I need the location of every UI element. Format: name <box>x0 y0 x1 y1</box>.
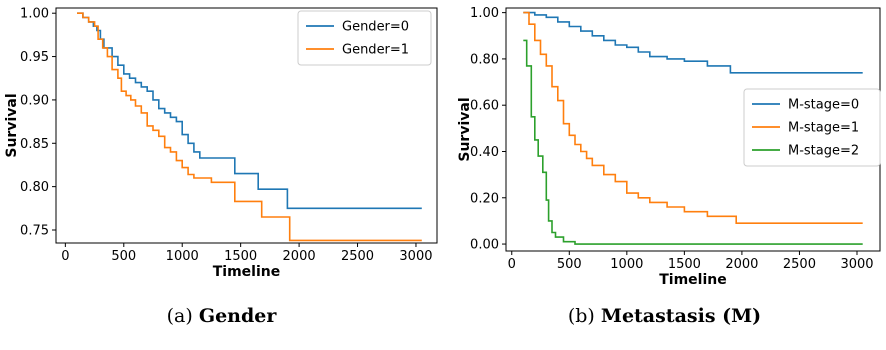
y-tick-label: 0.75 <box>20 223 49 238</box>
series-line-m-stage-0 <box>523 11 863 74</box>
chart-gender: 0 500 1000 1500 2000 2500 3000 0.75 0.80 0.85 0.90… <box>4 7 438 280</box>
series-line-m-stage-1 <box>523 11 863 224</box>
x-tick-label: 1500 <box>224 249 257 264</box>
x-tick-label: 1500 <box>668 257 701 272</box>
y-tick-label: 0.20 <box>470 191 499 206</box>
x-axis-label: Timeline <box>659 272 727 288</box>
x-tick-label: 2000 <box>283 249 316 264</box>
y-tick-label: 0.95 <box>20 50 49 65</box>
x-tick-label: 500 <box>557 257 582 272</box>
y-tick-label: 1.00 <box>470 6 499 21</box>
legend-label: Gender=1 <box>342 43 409 58</box>
y-axis-label: Survival <box>4 93 20 157</box>
legend-box <box>743 88 881 167</box>
x-tick-label: 1000 <box>610 257 643 272</box>
legend-label: Gender=0 <box>342 20 409 35</box>
y-axis-label: Survival <box>457 97 473 161</box>
y-tick-label: 0.00 <box>470 238 499 253</box>
y-tick-label: 0.90 <box>20 93 49 108</box>
legend-label: M-stage=1 <box>788 121 859 136</box>
x-tick-label: 500 <box>111 249 136 264</box>
x-tick-label: 3000 <box>399 249 432 264</box>
x-tick-label: 2000 <box>725 257 758 272</box>
chart-panel-metastasis: 0 500 1000 1500 2000 2500 3000 0.00 0.20 0.40 0.60… <box>443 0 886 350</box>
x-tick-label: 2500 <box>341 249 374 264</box>
x-tick-label: 1000 <box>166 249 199 264</box>
x-tick-label: 3000 <box>840 257 873 272</box>
x-tick-label: 0 <box>508 257 516 272</box>
y-tick-label: 0.80 <box>20 180 49 195</box>
series-line-m-stage-2 <box>523 39 863 245</box>
plot-frame <box>55 7 438 244</box>
y-tick-label: 0.40 <box>470 145 499 160</box>
y-tick-label: 0.85 <box>20 137 49 152</box>
legend-label: M-stage=2 <box>788 144 859 159</box>
chart-metastasis: 0 500 1000 1500 2000 2500 3000 0.00 0.20 0.40 0.60… <box>457 6 881 288</box>
chart-panel-gender: 0 500 1000 1500 2000 2500 3000 0.75 0.80 0.85 0.90… <box>4 7 438 327</box>
caption-gender: (a) Gender <box>166 305 277 327</box>
y-tick-label: 1.00 <box>20 7 49 22</box>
legend-box <box>297 10 432 66</box>
x-tick-label: 2500 <box>783 257 816 272</box>
x-axis-label: Timeline <box>213 264 281 280</box>
caption-metastasis: (b) Metastasis (M) <box>567 305 762 327</box>
x-tick-label: 0 <box>61 249 69 264</box>
legend-label: M-stage=0 <box>788 98 859 113</box>
y-tick-label: 0.60 <box>470 99 499 114</box>
y-tick-label: 0.80 <box>470 52 499 67</box>
series-line-gender-1 <box>77 12 422 242</box>
